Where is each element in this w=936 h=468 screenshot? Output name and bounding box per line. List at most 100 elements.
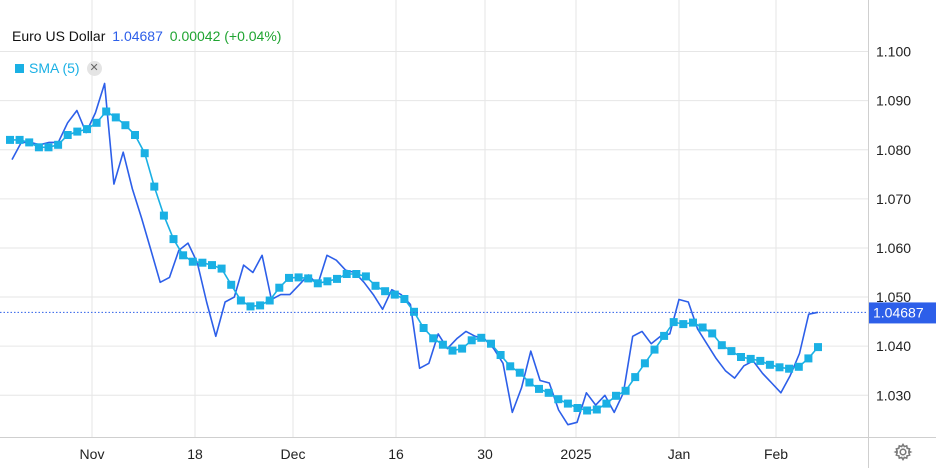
sma-marker — [390, 290, 399, 299]
sma-marker — [592, 405, 601, 414]
sma-marker — [333, 274, 341, 283]
sma-marker — [275, 283, 284, 292]
sma-marker — [6, 135, 14, 144]
sma-marker — [554, 395, 563, 404]
sma-marker — [765, 360, 774, 369]
sma-marker — [34, 143, 43, 152]
sma-marker — [467, 336, 476, 345]
sma-marker — [371, 281, 380, 290]
y-tick-label: 1.070 — [876, 191, 911, 207]
sma-marker — [708, 329, 717, 338]
last-price-label: 1.04687 — [873, 304, 924, 320]
sma-marker — [285, 273, 293, 282]
sma-marker — [323, 277, 332, 286]
sma-marker — [448, 346, 457, 355]
sma-marker — [804, 354, 813, 363]
sma-marker — [54, 140, 63, 149]
sma-marker — [381, 287, 390, 296]
sma-marker — [794, 362, 803, 371]
sma-marker — [294, 273, 303, 282]
grid-lines — [0, 0, 868, 437]
sma-marker — [698, 323, 707, 332]
sma-marker — [44, 143, 53, 152]
sma-marker — [92, 118, 101, 127]
sma-marker — [150, 182, 159, 191]
sma-marker — [169, 235, 178, 244]
sma-marker — [573, 404, 582, 412]
sma-marker — [515, 368, 524, 377]
sma-marker — [208, 261, 216, 270]
sma-legend[interactable]: SMA (5) ✕ — [15, 60, 102, 76]
x-tick-label: Feb — [764, 446, 788, 462]
sma-marker — [612, 391, 620, 400]
symbol-title: Euro US Dollar — [12, 28, 106, 44]
sma-marker — [410, 307, 418, 316]
x-tick-label: 2025 — [560, 446, 591, 462]
sma-marker — [313, 279, 322, 288]
sma-marker — [650, 345, 659, 354]
y-tick-label: 1.080 — [876, 142, 911, 158]
sma-swatch — [15, 63, 24, 73]
sma-marker — [217, 264, 226, 273]
gear-icon[interactable] — [893, 442, 913, 462]
x-tick-label: Nov — [80, 446, 105, 462]
sma-marker — [246, 302, 255, 311]
sma-marker — [737, 353, 745, 361]
sma-marker — [814, 343, 822, 352]
x-tick-label: Jan — [668, 446, 691, 462]
sma-marker — [179, 251, 188, 260]
sma-marker — [679, 320, 688, 329]
sma-marker — [429, 334, 438, 343]
sma-marker — [159, 211, 168, 220]
sma-marker — [717, 341, 726, 350]
series-layer — [6, 82, 822, 426]
sma-marker — [602, 399, 611, 408]
sma-marker — [361, 272, 370, 281]
x-tick-label: 30 — [477, 446, 493, 462]
sma-marker — [352, 270, 361, 278]
last-price-tag — [869, 302, 936, 324]
y-tick-label: 1.090 — [876, 93, 911, 109]
chart-header: Euro US Dollar 1.04687 0.00042 (+0.04%) — [12, 28, 284, 44]
sma-marker — [487, 339, 495, 348]
sma-marker — [140, 149, 149, 158]
sma-marker — [631, 373, 640, 382]
sma-marker — [304, 274, 313, 283]
price-change: 0.00042 (+0.04%) — [169, 28, 282, 44]
x-tick-label: 18 — [187, 446, 203, 462]
sma-marker — [25, 138, 34, 147]
sma-marker — [525, 378, 534, 387]
sma-marker — [640, 359, 649, 368]
x-tick-label: Dec — [281, 446, 306, 462]
sma-marker — [265, 296, 274, 305]
sma-marker — [131, 131, 139, 139]
sma-marker — [83, 125, 91, 134]
y-tick-label: 1.040 — [876, 338, 911, 354]
sma-marker — [342, 270, 351, 278]
sma-marker — [535, 384, 543, 393]
sma-marker — [621, 386, 630, 395]
sma-marker — [775, 363, 784, 372]
sma-label: SMA (5) — [29, 60, 80, 76]
sma-marker — [496, 351, 505, 359]
current-price: 1.04687 — [112, 28, 163, 44]
sma-marker — [419, 324, 428, 332]
sma-marker — [15, 135, 24, 144]
sma-marker — [63, 131, 72, 139]
sma-marker — [438, 340, 447, 349]
sma-marker — [727, 347, 736, 356]
sma-marker — [583, 406, 592, 415]
sma-marker — [458, 344, 467, 353]
sma-marker — [563, 399, 572, 408]
sma-marker — [400, 295, 409, 303]
sma-marker — [227, 280, 236, 289]
close-icon[interactable]: ✕ — [86, 60, 102, 76]
y-tick-label: 1.060 — [876, 240, 911, 256]
sma-marker — [785, 364, 794, 373]
sma-marker — [756, 356, 765, 365]
y-tick-label: 1.050 — [876, 289, 911, 305]
sma-marker — [73, 127, 82, 136]
sma-marker — [660, 331, 669, 340]
